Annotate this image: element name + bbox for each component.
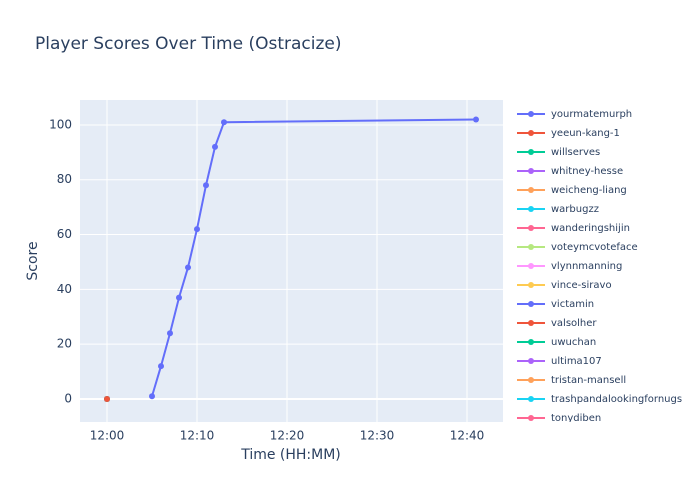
legend-label: willserves (551, 147, 600, 158)
legend-label: uwuchan (551, 337, 596, 348)
legend-marker (528, 320, 534, 326)
legend-marker (528, 244, 534, 250)
series-line (151, 118, 477, 397)
legend-label: voteymcvoteface (551, 242, 638, 253)
legend-item[interactable]: yeeun-kang-1 (517, 128, 620, 139)
point (473, 116, 479, 123)
legend-label: valsolher (551, 318, 597, 329)
point (149, 393, 155, 400)
point (185, 264, 191, 271)
point (194, 226, 200, 233)
legend-label: tonydiben (551, 413, 601, 424)
legend-item[interactable]: trashpandalookingfornugs (517, 394, 682, 405)
legend-item[interactable]: yourmatemurph (517, 109, 632, 120)
legend-item[interactable]: vlynnmanning (517, 261, 622, 272)
legend-item[interactable]: warbugzz (517, 204, 599, 215)
point (221, 119, 227, 126)
legend-label: trashpandalookingfornugs (551, 394, 682, 405)
legend-label: vlynnmanning (551, 261, 622, 272)
legend-marker (528, 282, 534, 288)
legend-item[interactable]: uwuchan (517, 337, 596, 348)
legend-marker (528, 301, 534, 307)
x-tick-label: 12:40 (450, 429, 485, 443)
legend-marker (528, 130, 534, 136)
y-tick-label: 0 (64, 391, 72, 405)
legend-item[interactable]: tonydiben (517, 413, 601, 424)
legend-label: whitney-hesse (551, 166, 623, 177)
y-tick-label: 80 (57, 172, 72, 186)
legend-label: vince-siravo (551, 280, 612, 291)
y-tick-label: 60 (57, 227, 72, 241)
legend-label: victamin (551, 299, 594, 310)
legend-marker (528, 111, 534, 117)
legend-label: yourmatemurph (551, 109, 632, 120)
legend-marker (528, 396, 534, 402)
legend-item[interactable]: ultima107 (517, 356, 602, 367)
point (176, 294, 182, 301)
legend-label: ultima107 (551, 356, 602, 367)
x-tick-label: 12:10 (180, 429, 215, 443)
x-axis-label: Time (HH:MM) (240, 447, 341, 463)
legend-item[interactable]: tristan-mansell (517, 375, 626, 386)
point (158, 363, 164, 370)
legend-marker (528, 415, 534, 421)
y-axis-label: Score (25, 241, 41, 280)
legend-label: warbugzz (551, 204, 599, 215)
legend-marker (528, 263, 534, 269)
x-tick-label: 12:30 (360, 429, 395, 443)
legend-marker (528, 225, 534, 231)
legend-item[interactable]: wanderingshijin (517, 223, 630, 234)
y-tick-label: 100 (49, 117, 72, 131)
legend-marker (528, 187, 534, 193)
legend-item[interactable]: vince-siravo (517, 280, 612, 291)
legend-marker (528, 377, 534, 383)
plot-area (80, 100, 503, 422)
legend-label: yeeun-kang-1 (551, 128, 620, 139)
legend-marker (528, 358, 534, 364)
legend-label: tristan-mansell (551, 375, 626, 386)
legend-item[interactable]: victamin (517, 299, 594, 310)
legend-item[interactable]: valsolher (517, 318, 597, 329)
y-tick-label: 20 (57, 337, 72, 351)
point (203, 182, 209, 189)
y-tick-label: 40 (57, 282, 72, 296)
chart-title: Player Scores Over Time (Ostracize) (35, 34, 342, 54)
legend-item[interactable]: voteymcvoteface (517, 242, 638, 253)
legend-marker (528, 206, 534, 212)
legend-label: wanderingshijin (551, 223, 630, 234)
legend-marker (528, 168, 534, 174)
point (104, 395, 110, 402)
x-tick-label: 12:00 (90, 429, 125, 443)
point (212, 143, 218, 150)
x-tick-label: 12:20 (270, 429, 305, 443)
legend-item[interactable]: weicheng-liang (517, 185, 627, 196)
legend-label: weicheng-liang (551, 185, 627, 196)
legend-marker (528, 339, 534, 345)
legend-marker (528, 149, 534, 155)
point (167, 330, 173, 337)
legend-item[interactable]: willserves (517, 147, 600, 158)
legend-item[interactable]: whitney-hesse (517, 166, 623, 177)
